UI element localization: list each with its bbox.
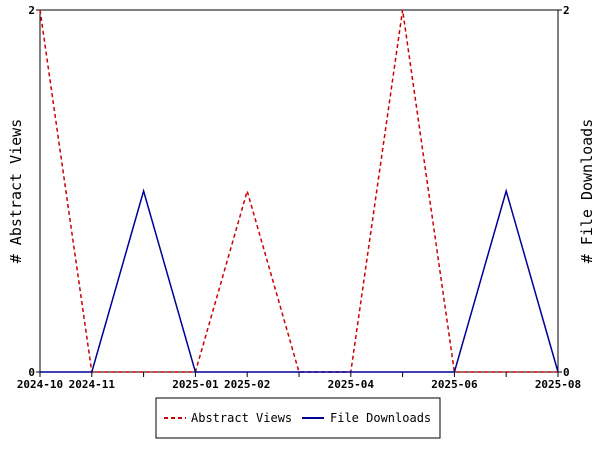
legend-box <box>155 397 441 439</box>
legend: Abstract Views File Downloads <box>155 397 441 439</box>
x-tick-label: 2025-04 <box>328 378 375 391</box>
y-left-tick-label: 0 <box>28 366 35 379</box>
y-right-tick-label: 0 <box>563 366 570 379</box>
series-line-file-downloads <box>40 188 559 373</box>
plot-area: 0 2 0 2 2024-10 2024-11 2025-01 2025-02 2025-04 2… <box>17 4 581 391</box>
x-tick-label: 2025-08 <box>535 378 581 391</box>
x-tick-label: 2025-06 <box>431 378 478 391</box>
series-line-abstract-views <box>39 9 558 373</box>
y-axis-right-title: # File Downloads <box>578 119 596 264</box>
y-right-tick-label: 2 <box>563 4 570 17</box>
x-tick-label: 2025-01 <box>172 378 219 391</box>
legend-label-abstract-views: Abstract Views <box>191 411 292 425</box>
x-tick-label: 2024-11 <box>69 378 116 391</box>
legend-label-file-downloads: File Downloads <box>330 411 431 425</box>
plot-frame <box>39 9 559 373</box>
x-tick-label: 2024-10 <box>17 378 63 391</box>
y-axis-left-title: # Abstract Views <box>7 119 25 264</box>
y-left-tick-label: 2 <box>28 4 35 17</box>
x-tick-label: 2025-02 <box>224 378 270 391</box>
